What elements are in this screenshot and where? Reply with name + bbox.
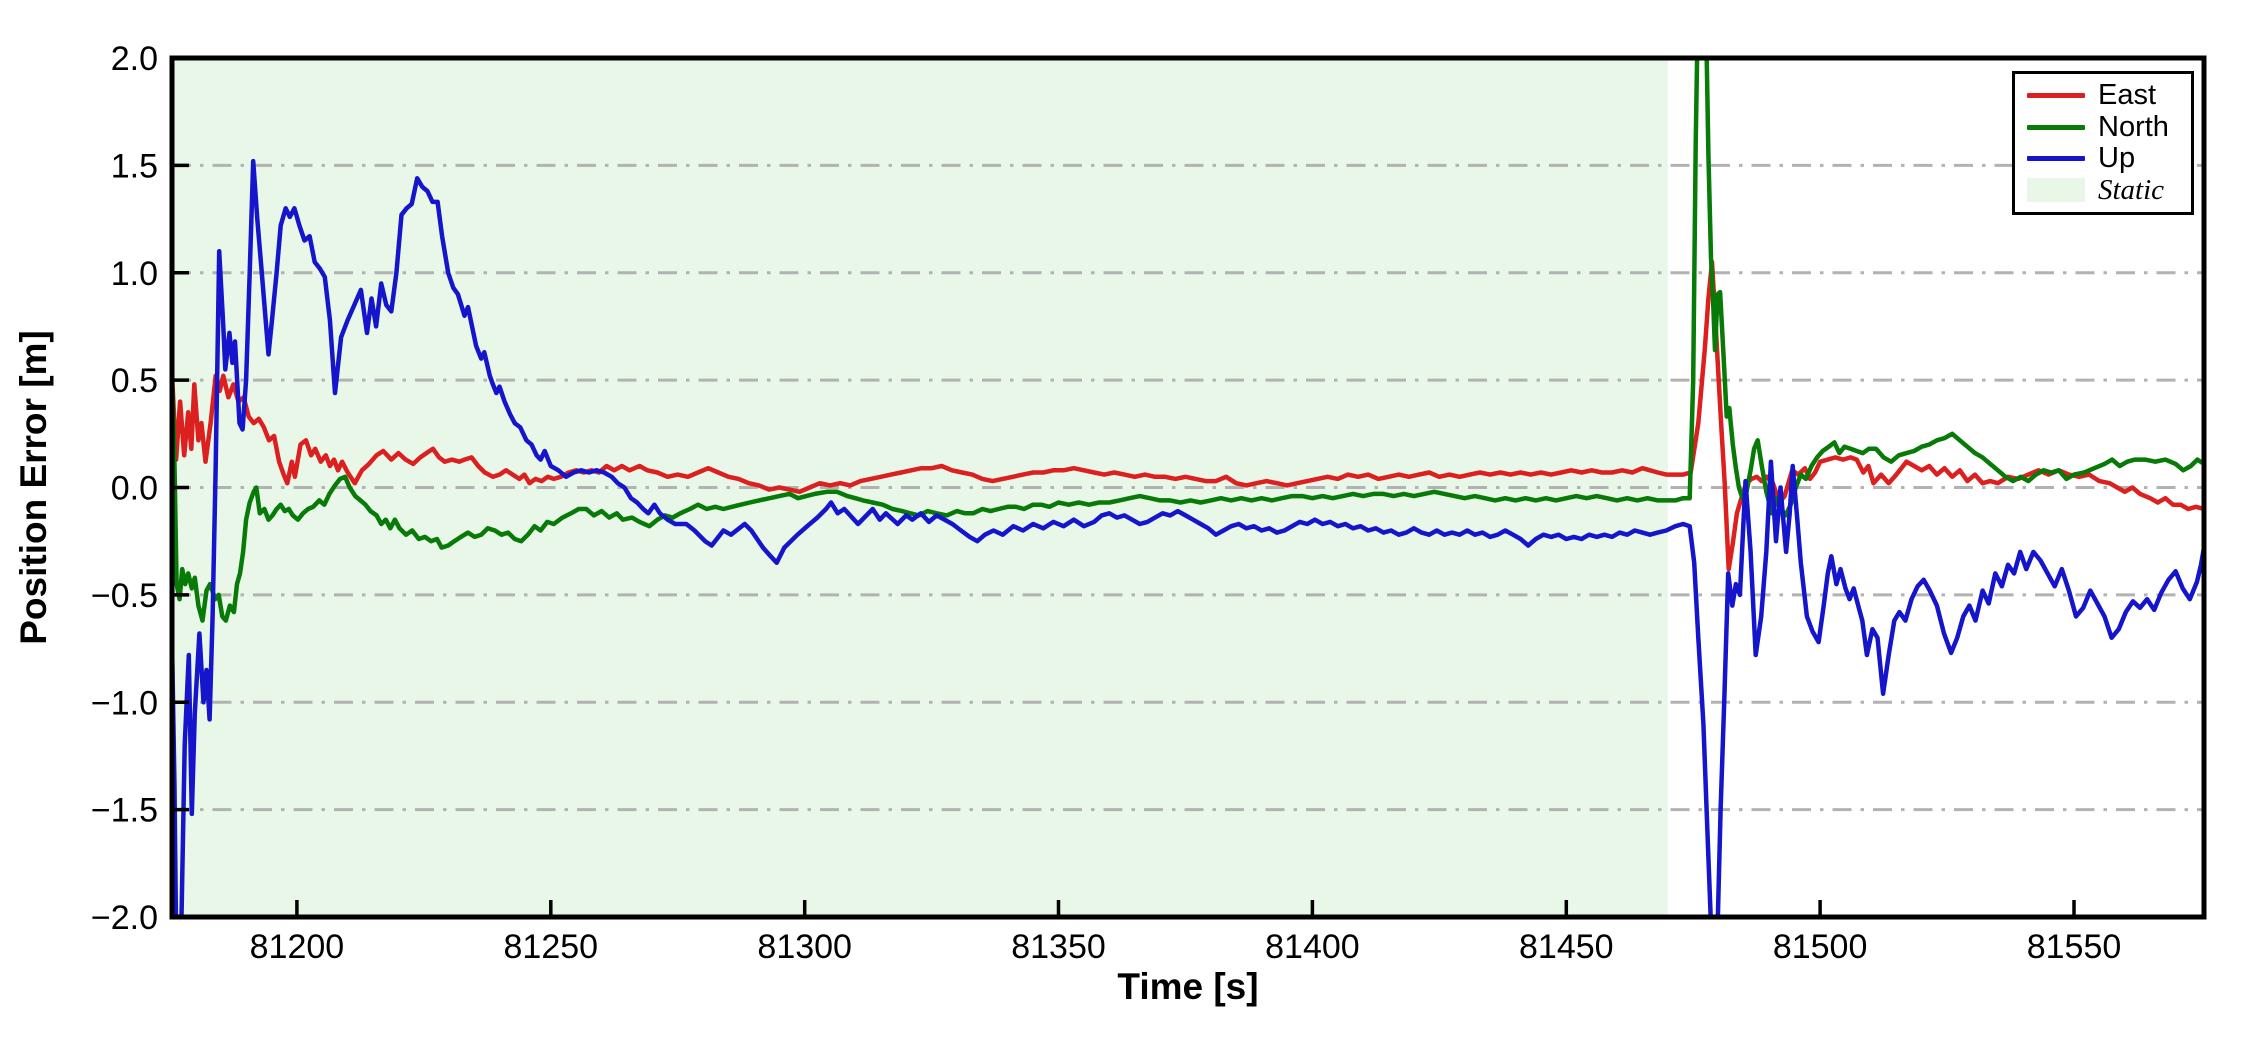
x-tick-label: 81200 [250,928,345,966]
legend-label-up: Up [2098,142,2136,175]
y-tick-label: 0.0 [111,470,158,508]
legend-label-east: East [2098,79,2157,112]
y-axis-label: Position Error [m] [13,330,54,645]
legend-label-north: North [2098,110,2169,143]
series-north-line [172,58,2204,623]
static-patch-swatch-icon [2027,178,2085,203]
y-tick-label: −1.0 [91,684,158,722]
y-tick-label: 0.5 [111,362,158,400]
chart-layers: 81200 81250 81300 81350 81400 81450 81500 81550… [91,40,2207,966]
y-tick-label: 1.5 [111,147,158,185]
x-tick-label: 81400 [1265,928,1360,966]
x-tick-label: 81300 [757,928,852,966]
series-up-line [172,158,2204,917]
up-line-swatch-icon [2027,156,2085,162]
legend-item-east: East [2027,80,2181,112]
series-east-line [172,259,2204,572]
y-tick-label: 1.0 [111,255,158,293]
x-tick-label: 81350 [1011,928,1106,966]
x-tick-label: 81250 [504,928,599,966]
east-line-swatch-icon [2027,93,2085,99]
north-line-swatch-icon [2027,124,2085,130]
x-axis-label: Time [s] [1117,966,1258,1007]
legend-item-static: Static [2027,175,2181,207]
y-tick-label: 2.0 [111,40,158,78]
legend-item-up: Up [2027,143,2181,175]
legend-item-north: North [2027,112,2181,144]
legend: East North Up Static [2012,71,2194,215]
y-tick-label: −1.5 [91,792,158,830]
x-tick-label: 81500 [1773,928,1868,966]
x-tick-label: 81550 [2027,928,2122,966]
y-tick-label: −2.0 [91,899,158,937]
x-tick-label: 81450 [1519,928,1614,966]
y-tick-label: −0.5 [91,577,158,615]
legend-label-static: Static [2098,173,2165,206]
